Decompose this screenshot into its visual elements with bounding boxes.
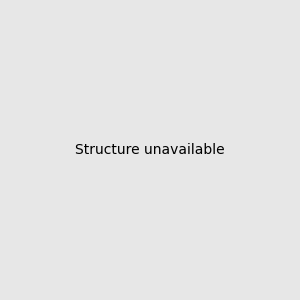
Text: Structure unavailable: Structure unavailable	[75, 143, 225, 157]
